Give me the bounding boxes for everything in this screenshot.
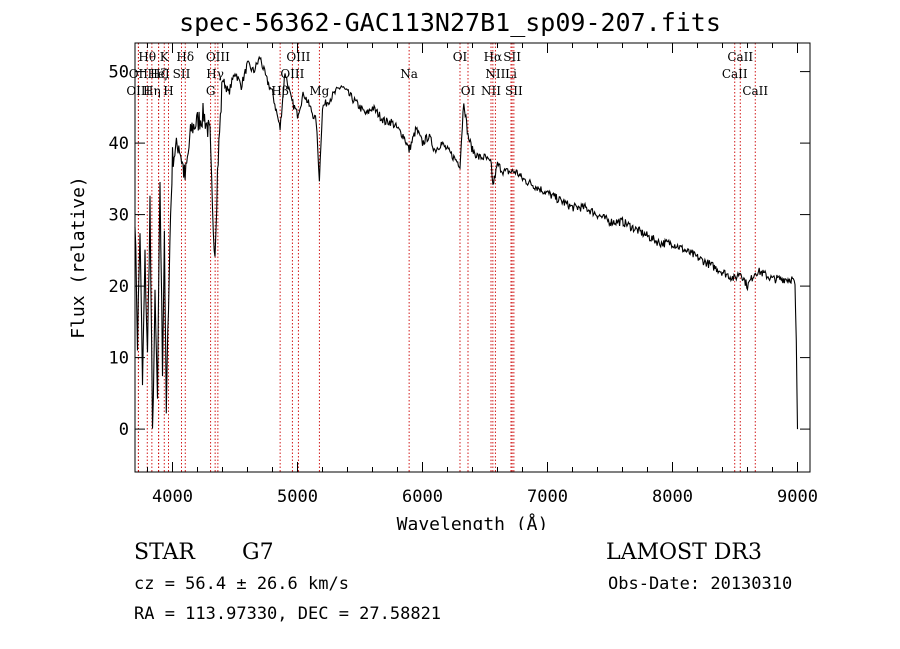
line-marker-label-15: Hβ	[271, 84, 288, 98]
line-marker-label-6: K	[160, 50, 170, 64]
y-tick-label-4: 40	[109, 134, 129, 154]
line-marker-label-23: SII	[503, 50, 521, 64]
flux-series-line	[134, 55, 799, 430]
y-axis-label: Flux (relative)	[68, 176, 89, 339]
x-axis-label: Wavelength (Å)	[397, 513, 549, 530]
line-marker-label-2: OIII	[126, 84, 150, 98]
line-marker-label-25: SII	[505, 84, 523, 98]
line-marker-label-17: Na	[400, 67, 418, 81]
line-marker-label-9: Hδ	[176, 50, 194, 64]
y-tick-label-5: 50	[109, 63, 129, 83]
line-marker-label-22: NII	[481, 84, 501, 98]
x-tick-label-1: 5000	[277, 487, 318, 507]
y-tick-label-2: 20	[109, 277, 129, 297]
line-marker-label-10: OIII	[206, 50, 230, 64]
line-marker-label-21: NII	[485, 67, 505, 81]
line-marker-label-1: OII	[129, 67, 149, 81]
line-marker-label-18: OI	[453, 50, 468, 64]
object-class: STAR	[134, 540, 195, 565]
line-marker-label-0: Hθ	[138, 50, 156, 64]
plot-frame	[134, 42, 811, 473]
line-marker-label-8: H	[163, 84, 173, 98]
object-subclass: G7	[242, 540, 274, 565]
line-marker-label-27: CaII	[722, 67, 748, 81]
x-axis-ticks: 4000 5000 6000 7000 8000 9000	[147, 43, 818, 507]
y-axis-ticks: 0 10 20 30 40 50	[109, 63, 810, 440]
y-tick-label-3: 30	[109, 206, 129, 226]
line-marker-label-26: CaII	[727, 50, 753, 64]
line-marker-label-12: G	[206, 84, 216, 98]
survey-name: LAMOST DR3	[606, 540, 762, 565]
observation-date: Obs-Date: 20130310	[608, 574, 793, 594]
x-tick-label-4: 8000	[652, 487, 693, 507]
line-marker-label-5: HeI	[147, 67, 170, 81]
coordinates: RA = 113.97330, DEC = 27.58821	[134, 604, 442, 624]
chart-title: spec-56362-GAC113N27B1_sp09-207.fits	[179, 8, 721, 37]
x-tick-label-0: 4000	[152, 487, 193, 507]
line-marker-label-16: Mg	[309, 84, 329, 98]
line-marker-label-4: Hζ	[150, 67, 167, 81]
redshift-velocity: cz = 56.4 ± 26.6 km/s	[134, 574, 349, 594]
y-tick-label-0: 0	[119, 420, 129, 440]
line-marker-label-28: CaII	[742, 84, 768, 98]
x-tick-label-2: 6000	[402, 487, 443, 507]
x-tick-label-5: 9000	[777, 487, 818, 507]
line-marker-label-7: SII	[173, 67, 191, 81]
line-markers	[137, 43, 756, 472]
line-marker-label-3: Hη	[143, 84, 161, 98]
line-marker-label-24: Li	[505, 67, 517, 81]
x-tick-label-3: 7000	[527, 487, 568, 507]
line-marker-label-20: Hα	[484, 50, 503, 64]
line-marker-label-11: Hγ	[206, 67, 224, 81]
y-tick-label-1: 10	[109, 349, 129, 369]
line-marker-label-13: OIII	[286, 50, 310, 64]
line-marker-label-19: OI	[461, 84, 476, 98]
